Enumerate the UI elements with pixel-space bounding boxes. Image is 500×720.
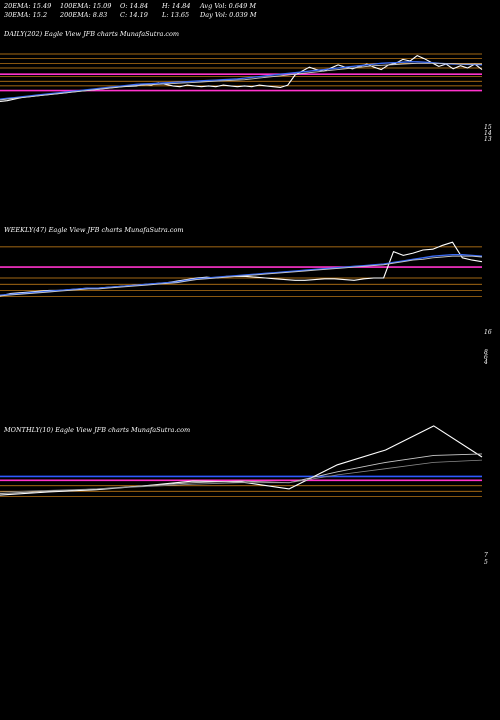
weekly-series-ema_mid [0,255,483,297]
daily-series-ema_mid [0,62,482,101]
header-30ema: 30EMA: 15.2 [4,11,48,19]
weekly-price-tick-0: 16 [484,329,492,336]
daily-price-tick-1: 14 [484,130,492,137]
monthly-price-tick-1: 5 [484,559,488,566]
header-100ema: 100EMA: 15.09 [60,2,112,10]
monthly-panel-label: MONTHLY(10) Eagle View JFB charts Munafa… [4,426,191,434]
weekly-panel-label: WEEKLY(47) Eagle View JFB charts MunafaS… [4,226,184,234]
weekly-series-ema_short [0,254,483,296]
header-open: O: 14.84 [120,2,149,10]
weekly-series-price [0,241,483,297]
monthly-series-price [0,425,483,496]
monthly-series-ema_long [0,459,483,493]
header-20ema: 20EMA: 15.49 [4,2,52,10]
daily-panel-label: DAILY(202) Eagle View JFB charts MunafaS… [4,30,180,38]
header-low: L: 13.65 [162,11,190,19]
weekly-price-tick-2: 6 [484,354,488,361]
header-day-vol: Day Vol: 0.039 M [200,11,257,19]
monthly-series-ema_mid [0,453,483,495]
header-high: H: 14.84 [162,2,191,10]
monthly-price-tick-0: 7 [484,552,488,559]
weekly-price-tick-1: 8 [484,349,488,356]
daily-price-tick-2: 13 [484,136,492,143]
header-close: C: 14.19 [120,11,148,19]
weekly-price-tick-3: 4 [483,359,488,366]
header-avg-vol: Avg Vol: 0.649 M [200,2,257,10]
header-200ema: 200EMA: 8.83 [60,11,108,19]
daily-series-ema_short [0,61,483,100]
daily-price-tick-0: 15 [484,124,492,131]
